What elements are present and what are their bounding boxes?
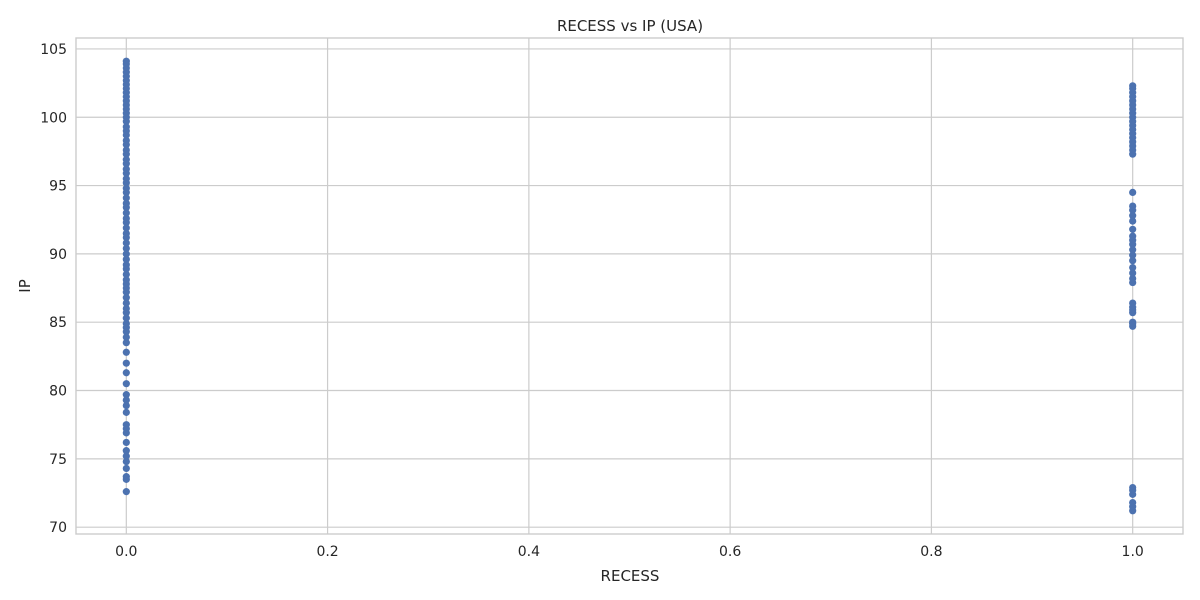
y-tick-label: 80 — [49, 384, 67, 400]
data-point — [122, 276, 130, 284]
y-tick-label: 70 — [49, 520, 67, 536]
x-ticks: 0.0 0.2 0.4 0.6 0.8 1.0 — [115, 544, 1144, 560]
data-point — [122, 333, 130, 341]
data-point — [122, 209, 130, 217]
data-point — [122, 369, 130, 377]
data-point — [122, 396, 130, 404]
data-point — [1129, 498, 1137, 507]
data-point — [122, 214, 130, 222]
x-tick-label: 0.6 — [719, 544, 741, 560]
y-tick-label: 90 — [49, 247, 67, 263]
x-tick-label: 0.4 — [518, 544, 540, 560]
data-point — [122, 156, 130, 164]
data-point — [122, 391, 130, 399]
data-point — [122, 239, 130, 247]
y-tick-label: 105 — [40, 42, 67, 58]
data-point — [1129, 318, 1137, 326]
data-point — [1129, 212, 1137, 220]
data-point — [122, 408, 130, 416]
data-point — [1129, 217, 1137, 225]
data-point — [1129, 232, 1137, 240]
grid — [76, 38, 1183, 534]
data-point — [122, 457, 130, 466]
data-point — [122, 314, 130, 322]
data-point — [1129, 257, 1137, 265]
y-tick-label: 100 — [40, 110, 67, 126]
data-points — [122, 57, 1137, 515]
data-point — [122, 250, 130, 258]
data-point — [122, 175, 130, 183]
y-tick-label: 95 — [49, 179, 67, 195]
plot-frame — [75, 37, 1184, 535]
data-point — [1129, 263, 1137, 272]
data-point — [122, 452, 130, 460]
data-point — [122, 348, 130, 356]
data-point — [122, 261, 130, 269]
data-point — [122, 319, 130, 328]
data-point — [1129, 246, 1137, 254]
data-point — [122, 165, 130, 173]
y-axis-label: IP — [16, 279, 34, 292]
data-point — [1129, 202, 1137, 210]
data-point — [122, 136, 130, 145]
data-point — [1129, 483, 1137, 492]
data-point — [1129, 274, 1137, 283]
data-point — [122, 380, 130, 388]
data-point — [122, 229, 130, 237]
x-axis-label: RECESS — [601, 567, 660, 585]
data-point — [1129, 225, 1137, 233]
data-point — [122, 473, 130, 481]
data-point — [1129, 188, 1137, 197]
y-tick-label: 85 — [49, 315, 67, 331]
data-point — [122, 184, 130, 192]
data-point — [122, 194, 130, 202]
x-tick-label: 1.0 — [1122, 544, 1144, 560]
data-point — [122, 270, 130, 278]
data-point — [122, 359, 130, 367]
x-tick-label: 0.2 — [316, 544, 338, 560]
data-point — [122, 199, 130, 207]
data-point — [122, 255, 130, 263]
x-tick-label: 0.8 — [920, 544, 942, 560]
data-point — [122, 438, 130, 447]
data-point — [122, 488, 130, 496]
data-point — [122, 304, 130, 313]
data-point — [122, 299, 130, 307]
data-point — [122, 146, 130, 154]
data-point — [1129, 82, 1137, 90]
data-point — [122, 464, 130, 473]
data-point — [122, 421, 130, 429]
data-point — [122, 123, 130, 131]
data-point — [122, 294, 130, 302]
chart-title: RECESS vs IP (USA) — [557, 17, 703, 35]
data-point — [122, 447, 130, 455]
data-point — [1129, 269, 1137, 277]
data-point — [122, 339, 130, 347]
data-point — [1129, 299, 1137, 307]
data-point — [122, 57, 130, 65]
data-point — [1129, 251, 1137, 259]
data-point — [122, 244, 130, 253]
y-tick-label: 75 — [49, 452, 67, 468]
y-ticks: 70 75 80 85 90 95 100 105 — [40, 42, 67, 536]
data-point — [122, 401, 130, 410]
x-tick-label: 0.0 — [115, 544, 137, 560]
data-point — [122, 224, 130, 232]
